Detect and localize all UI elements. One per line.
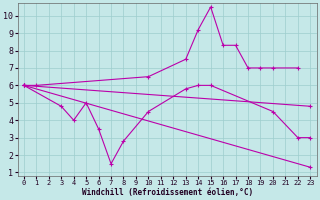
- X-axis label: Windchill (Refroidissement éolien,°C): Windchill (Refroidissement éolien,°C): [82, 188, 253, 197]
